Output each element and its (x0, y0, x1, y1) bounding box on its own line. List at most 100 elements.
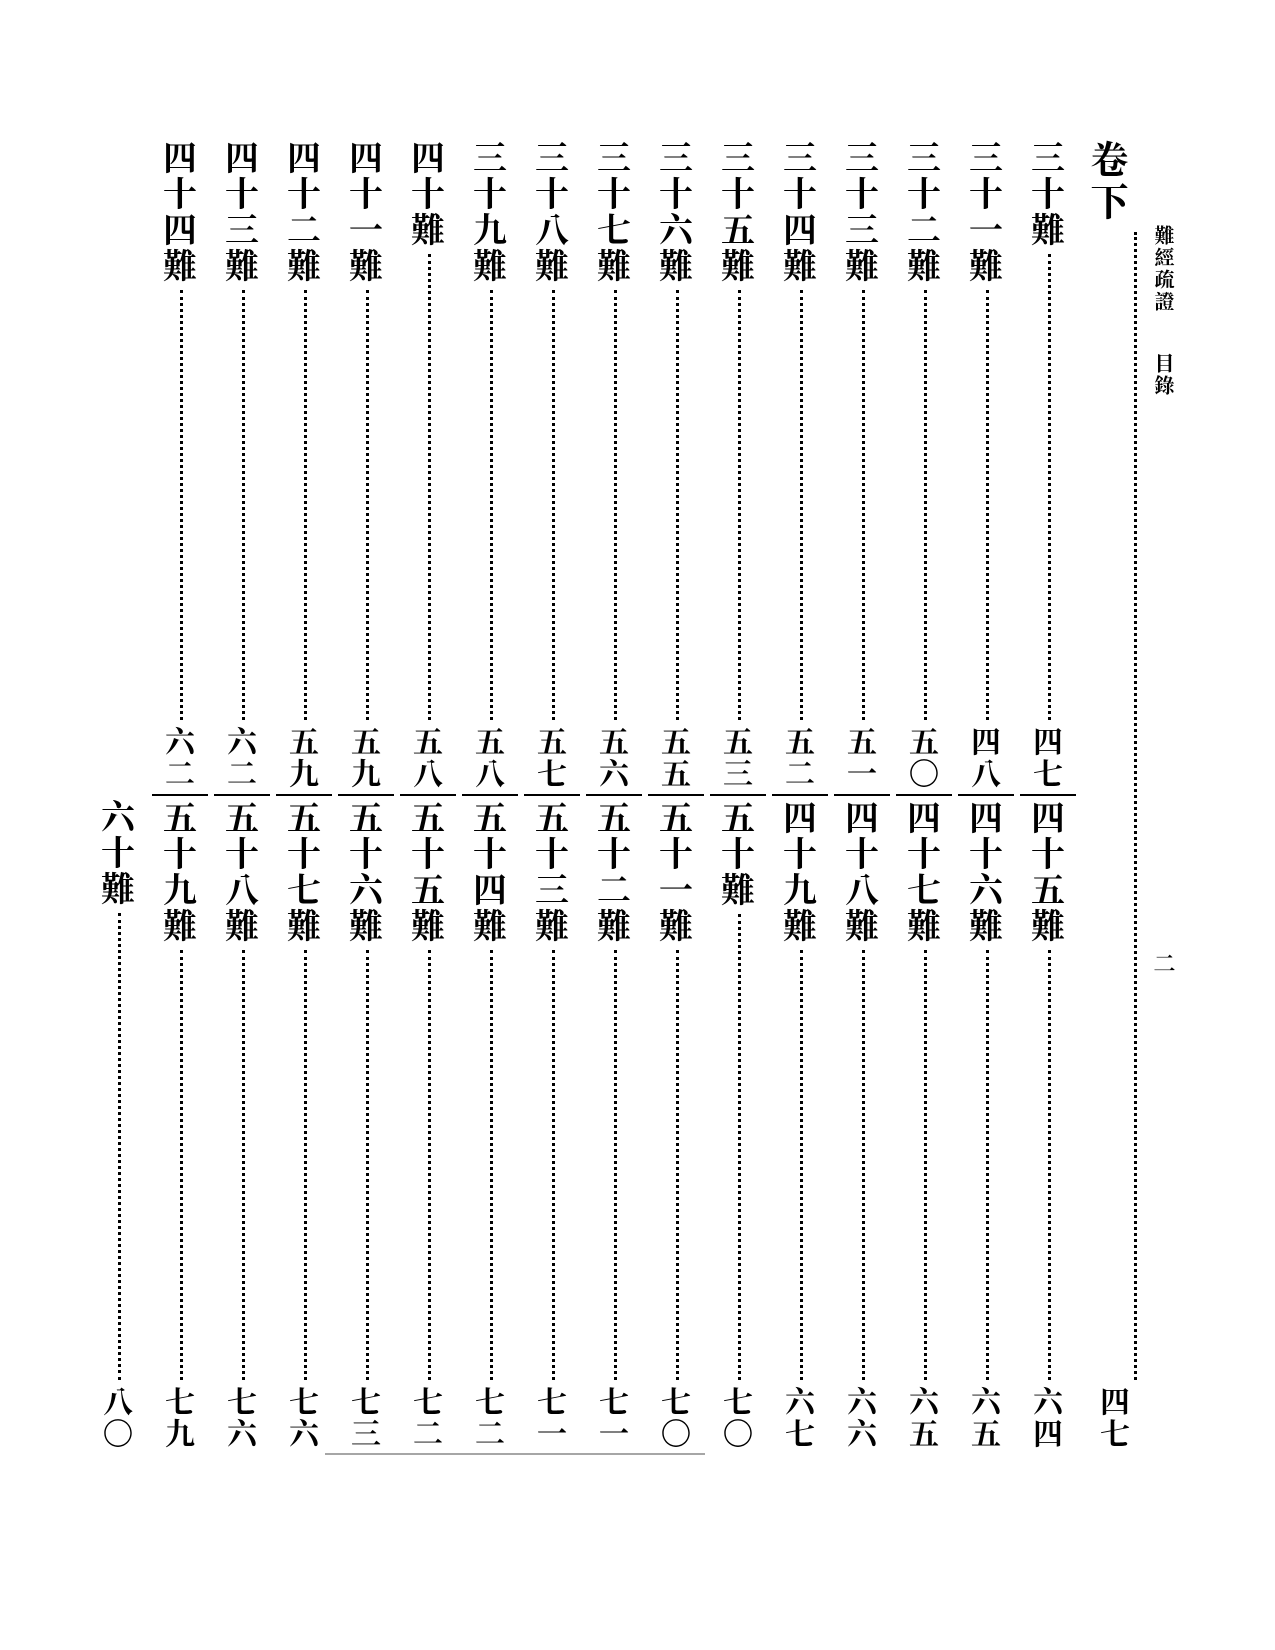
section-leader (1082, 232, 1137, 1380)
toc-leader (400, 950, 456, 1380)
toc-entry-label: 四十一難 (342, 140, 391, 284)
toc-column: 四十難五八五十五難七二 (400, 140, 456, 1450)
footer-rule (325, 1453, 705, 1455)
toc-entry-label: 五十九難 (156, 800, 205, 944)
toc-entry-label: 五十五難 (404, 800, 453, 944)
toc-entry-page: 七〇 (654, 1386, 698, 1450)
toc-entry: 五十六難七三 (338, 800, 394, 1450)
toc-entry: 五十四難七二 (462, 800, 518, 1450)
toc-entry: 四十八難六六 (834, 800, 890, 1450)
toc-leader (648, 290, 704, 720)
toc-leader (710, 290, 766, 720)
toc-entry-label: 三十七難 (590, 140, 639, 284)
toc-entry: 三十五難五三 (710, 140, 766, 796)
toc-leader (524, 290, 580, 720)
toc-entry: 四十四難六二 (152, 140, 208, 796)
running-title: 難經疏證 (1150, 225, 1179, 313)
toc-entry-page: 七六 (282, 1386, 326, 1450)
toc-column: 三十九難五八五十四難七二 (462, 140, 518, 1450)
toc-entry-page: 八〇 (96, 1386, 140, 1450)
toc-entry-page: 五七 (530, 726, 574, 790)
toc-entry: 五十九難七九 (152, 800, 208, 1450)
section-leader-wrap: 四七 (1082, 224, 1137, 1450)
toc-leader (1020, 950, 1076, 1380)
toc-entry-label: 三十八難 (528, 140, 577, 284)
toc-entry: 四十二難五九 (276, 140, 332, 796)
toc-entry-label: 三十四難 (776, 140, 825, 284)
toc-entry-label: 四十五難 (1024, 800, 1073, 944)
toc-entry-page: 五六 (592, 726, 636, 790)
toc-entry-page: 五五 (654, 726, 698, 790)
toc-entry: 五十二難七一 (586, 800, 642, 1450)
toc-entry: 四十一難五九 (338, 140, 394, 796)
section-page: 四七 (1082, 1386, 1137, 1450)
toc-column: 三十難四七四十五難六四 (1020, 140, 1076, 1450)
toc-entry-label: 三十難 (1024, 140, 1073, 248)
toc-column: 三十六難五五五十一難七〇 (648, 140, 704, 1450)
toc-leader (214, 950, 270, 1380)
toc-leader (338, 950, 394, 1380)
toc-entry: 五十三難七一 (524, 800, 580, 1450)
toc-entry: 三十二難五〇 (896, 140, 952, 796)
folio-number: 二 (1149, 952, 1180, 974)
toc-entry: 五十難七〇 (710, 800, 766, 1450)
toc-leader (772, 290, 828, 720)
toc-entry: 三十三難五一 (834, 140, 890, 796)
toc-entry-page: 七三 (344, 1386, 388, 1450)
toc-entry-page: 七九 (158, 1386, 202, 1450)
toc-entry-page: 五一 (840, 726, 884, 790)
toc-entry-label: 六十難 (94, 799, 143, 907)
toc-entry-page: 六四 (1026, 1386, 1070, 1450)
toc-entry-label: 三十九難 (466, 140, 515, 284)
toc-column: 三十七難五六五十二難七一 (586, 140, 642, 1450)
toc-leader (958, 950, 1014, 1380)
toc-entry-label: 五十二難 (590, 800, 639, 944)
toc-entry-label: 四十七難 (900, 800, 949, 944)
toc-entry-page: 五九 (344, 726, 388, 790)
toc-entry-page: 七二 (406, 1386, 450, 1450)
toc-column: 三十四難五二四十九難六七 (772, 140, 828, 1450)
toc-entry-label: 三十六難 (652, 140, 701, 284)
toc-column: 三十一難四八四十六難六五 (958, 140, 1014, 1450)
toc-leader (524, 950, 580, 1380)
toc-entry: 四十六難六五 (958, 800, 1014, 1450)
toc-entry-page: 五九 (282, 726, 326, 790)
toc-leader (1020, 254, 1076, 720)
toc-entry-label: 四十六難 (962, 800, 1011, 944)
toc-entry-page: 五八 (468, 726, 512, 790)
toc-entry: 五十八難七六 (214, 800, 270, 1450)
toc-entry-label: 四十三難 (218, 140, 267, 284)
toc-entry-page: 六五 (964, 1386, 1008, 1450)
toc-leader (586, 950, 642, 1380)
toc-entry: 四十七難六五 (896, 800, 952, 1450)
toc-column: 三十三難五一四十八難六六 (834, 140, 890, 1450)
toc-entry-label: 三十三難 (838, 140, 887, 284)
toc-leader (462, 290, 518, 720)
toc-entry-page: 七二 (468, 1386, 512, 1450)
toc-entry-label: 四十四難 (156, 140, 205, 284)
toc-leader (462, 950, 518, 1380)
toc-leader (834, 290, 890, 720)
running-header: 難經疏證 目錄 二 (1149, 140, 1180, 974)
toc-entry: 四十九難六七 (772, 800, 828, 1450)
toc-leader (896, 290, 952, 720)
toc-entry: 五十一難七〇 (648, 800, 704, 1450)
toc-entry-page: 六六 (840, 1386, 884, 1450)
toc-entry-label: 三十二難 (900, 140, 949, 284)
toc-column: 四十二難五九五十七難七六 (276, 140, 332, 1450)
toc-entry-label: 五十一難 (652, 800, 701, 944)
toc-entry: 三十九難五八 (462, 140, 518, 796)
toc-leader (214, 290, 270, 720)
toc-entry-page: 五八 (406, 726, 450, 790)
toc-leader (90, 913, 146, 1380)
toc-leader (710, 914, 766, 1380)
toc-entry-label: 五十難 (714, 800, 763, 908)
toc-entry-label: 四十難 (404, 140, 453, 248)
toc-entry: 三十四難五二 (772, 140, 828, 796)
toc-grid: 三十難四七四十五難六四三十一難四八四十六難六五三十二難五〇四十七難六五三十三難五… (90, 140, 1082, 1450)
toc-entry: 五十七難七六 (276, 800, 332, 1450)
toc-entry: 三十六難五五 (648, 140, 704, 796)
toc-leader (152, 290, 208, 720)
toc-entry-label: 五十三難 (528, 800, 577, 944)
toc-entry-page: 五〇 (902, 726, 946, 790)
